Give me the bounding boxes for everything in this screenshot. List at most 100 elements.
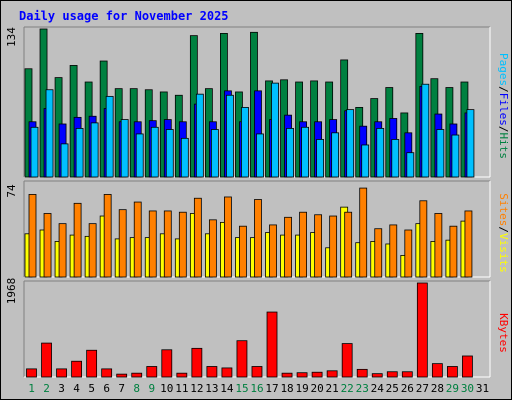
side-label-visits: Visits xyxy=(497,233,510,273)
kbytes-bar xyxy=(296,372,308,378)
pages-bar xyxy=(180,137,189,178)
kbytes-bar xyxy=(311,371,323,378)
sites-bar xyxy=(133,201,142,278)
day-label: 5 xyxy=(88,382,95,395)
pages-bar xyxy=(466,109,475,178)
sites-bar xyxy=(449,225,458,278)
y-max-label: 74 xyxy=(5,184,18,198)
day-label: 27 xyxy=(416,382,429,395)
side-label-sites: Sites xyxy=(497,193,510,226)
kbytes-bar xyxy=(116,373,128,378)
pages-bar xyxy=(421,83,430,178)
pages-bar xyxy=(105,95,114,178)
sites-bar xyxy=(299,211,307,278)
pages-bar xyxy=(120,119,129,178)
kbytes-bar xyxy=(462,355,473,378)
day-label: 26 xyxy=(401,382,414,395)
sites-bar xyxy=(73,202,82,278)
day-label: 13 xyxy=(205,382,218,395)
sites-bar xyxy=(208,219,217,278)
sites-bar xyxy=(43,213,52,278)
sites-bar xyxy=(389,224,398,278)
side-label-separator: / xyxy=(497,86,510,93)
pages-bar xyxy=(391,139,400,178)
day-label: 7 xyxy=(118,382,125,395)
day-label: 11 xyxy=(175,382,188,395)
sites-bar xyxy=(88,223,97,278)
day-label: 21 xyxy=(326,382,339,395)
kbytes-bar xyxy=(161,349,173,378)
kbytes-bar xyxy=(281,372,293,378)
kbytes-bar xyxy=(26,368,37,378)
pages-bar xyxy=(195,93,204,178)
pages-bar xyxy=(241,107,249,178)
sites-bar xyxy=(329,215,338,278)
series-side-labels: Sites/Visits xyxy=(497,193,510,273)
pages-bar xyxy=(256,133,264,178)
day-label: 16 xyxy=(250,382,263,395)
sites-bar xyxy=(314,214,323,278)
pages-bar xyxy=(301,126,309,178)
day-label: 17 xyxy=(265,382,278,395)
day-label: 8 xyxy=(133,382,140,395)
pages-bar xyxy=(30,126,39,178)
sites-bar xyxy=(193,197,202,278)
pages-bar xyxy=(286,128,294,178)
kbytes-bar xyxy=(447,366,458,378)
kbytes-bar xyxy=(176,372,188,378)
sites-bar xyxy=(269,224,277,278)
kbytes-bar xyxy=(56,368,67,378)
pages-bar xyxy=(406,152,415,178)
day-label: 9 xyxy=(148,382,155,395)
day-label: 10 xyxy=(160,382,173,395)
day-label: 2 xyxy=(43,382,50,395)
pages-bar xyxy=(346,109,355,178)
kbytes-bar xyxy=(401,371,413,378)
day-label: 31 xyxy=(476,382,489,395)
kbytes-bar xyxy=(71,360,82,378)
kbytes-bar xyxy=(356,368,368,378)
day-label: 19 xyxy=(295,382,308,395)
day-label: 6 xyxy=(103,382,110,395)
sites-bar xyxy=(118,209,127,278)
kbytes-bar xyxy=(131,372,143,378)
pages-bar xyxy=(90,122,99,178)
day-label: 15 xyxy=(235,382,248,395)
day-label: 29 xyxy=(446,382,459,395)
day-label: 22 xyxy=(341,382,354,395)
y-max-label: 134 xyxy=(5,27,18,47)
sites-bar xyxy=(464,210,473,278)
pages-bar xyxy=(75,128,84,178)
kbytes-bar xyxy=(431,363,443,378)
pages-bar xyxy=(451,134,460,178)
series-side-labels: KBytes xyxy=(497,313,510,353)
day-label: 20 xyxy=(311,382,324,395)
kbytes-bar xyxy=(416,282,428,378)
sites-bar xyxy=(419,200,428,278)
day-label: 12 xyxy=(190,382,203,395)
side-label-hits: Hits xyxy=(497,133,510,160)
sites-bar xyxy=(224,196,232,278)
kbytes-bar xyxy=(146,366,158,378)
day-label: 14 xyxy=(220,382,234,395)
pages-bar xyxy=(165,129,174,178)
side-label-pages: Pages xyxy=(497,53,510,86)
sites-bar xyxy=(239,225,247,278)
sites-bar xyxy=(404,229,413,278)
pages-bar xyxy=(331,132,340,178)
kbytes-bar xyxy=(221,367,233,378)
side-label-kbytes: KBytes xyxy=(497,313,510,353)
pages-bar xyxy=(150,126,159,178)
y-max-label: 1968 xyxy=(5,278,18,305)
sites-bar xyxy=(163,210,172,278)
kbytes-bar xyxy=(41,342,52,378)
side-label-separator: / xyxy=(497,226,510,233)
pages-bar xyxy=(271,82,279,178)
pages-bar xyxy=(316,139,325,178)
day-label: 23 xyxy=(356,382,369,395)
kbytes-bar xyxy=(251,366,263,378)
pages-bar xyxy=(436,129,445,178)
sites-bar xyxy=(359,187,368,278)
pages-bar xyxy=(45,89,54,178)
pages-bar xyxy=(135,133,144,178)
